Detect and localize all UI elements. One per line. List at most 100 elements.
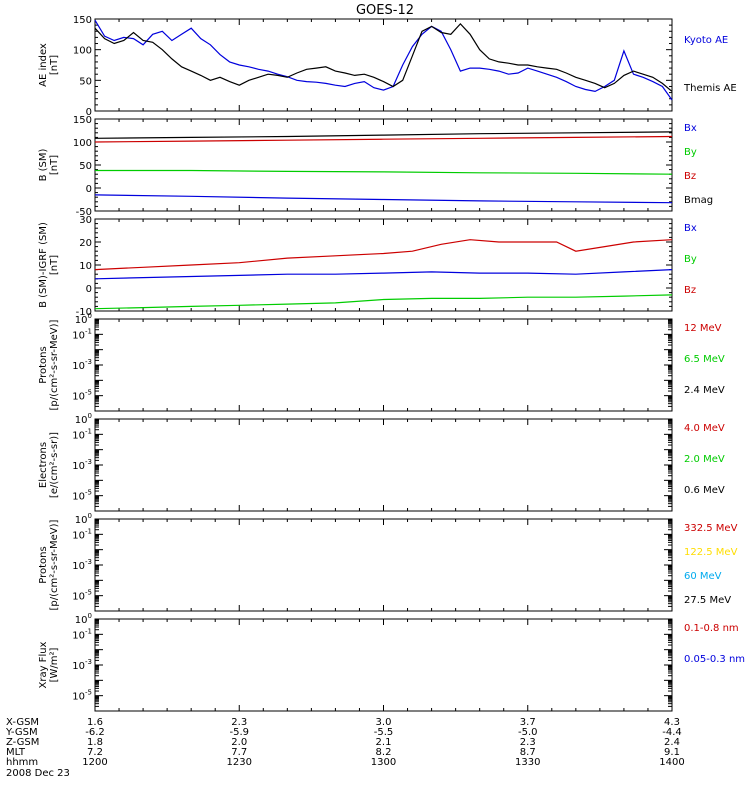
legend-themis-ae: Themis AE <box>683 83 737 94</box>
y-tick-label: 100 <box>75 512 92 526</box>
y-axis-label-line1: B (SM)-IGRF (SM) <box>38 222 49 308</box>
orbit-value: 8.7 <box>520 747 536 758</box>
plot-frame <box>94 518 673 612</box>
y-tick-label: 10-5 <box>72 589 92 603</box>
orbit-value: 7.7 <box>231 747 247 758</box>
orbit-value: 2.1 <box>376 737 392 748</box>
orbit-value: 1200 <box>82 757 107 768</box>
y-tick-label: 10-3 <box>72 358 92 372</box>
series-themis-ae <box>94 23 673 92</box>
figure-title: GOES-12 <box>356 3 414 18</box>
series-bmag <box>94 131 673 139</box>
orbit-row-label: MLT <box>6 747 26 758</box>
legend-332-5-mev: 332.5 MeV <box>684 523 738 534</box>
orbit-value: 1230 <box>227 757 252 768</box>
legend-bx: Bx <box>684 123 697 134</box>
y-tick-exponent: -1 <box>85 627 92 635</box>
y-axis-label-line2: [nT] <box>49 255 60 275</box>
y-tick-exponent: 0 <box>88 512 92 520</box>
orbit-value: 2.3 <box>520 737 536 748</box>
y-axis-label: Electrons[e/(cm²-s-sr)] <box>38 432 60 498</box>
series-bx <box>94 269 673 280</box>
legend-bx: Bx <box>684 223 697 234</box>
y-tick-exponent: -3 <box>85 658 92 666</box>
y-axis-label-line1: Electrons <box>38 442 49 488</box>
y-tick-label: 100 <box>75 612 92 626</box>
y-axis-label: Xray Flux[W/m²] <box>38 641 60 688</box>
y-axis-label-line2: [W/m²] <box>49 647 60 682</box>
y-axis-label: AE index[nT] <box>38 43 60 87</box>
orbit-value: 9.1 <box>664 747 680 758</box>
date-label: 2008 Dec 23 <box>6 768 70 779</box>
legend-6-5-mev: 6.5 MeV <box>684 354 725 365</box>
y-tick-label: 10-3 <box>72 458 92 472</box>
y-tick-label: 0 <box>86 107 92 118</box>
panel-1: 0 50 100 150 AE index[nT] Kyoto AE Themis AE <box>38 15 737 118</box>
y-tick-label: 100 <box>75 312 92 326</box>
y-axis-label: B (SM)[nT] <box>38 148 60 181</box>
y-tick-label: 100 <box>73 138 92 149</box>
plot-frame <box>94 618 673 712</box>
orbit-value: 1.6 <box>87 717 103 728</box>
y-tick-label: 30 <box>79 215 92 226</box>
orbit-value: -5.0 <box>518 727 538 738</box>
legend-60-mev: 60 MeV <box>684 571 722 582</box>
y-tick-label: 50 <box>79 76 92 87</box>
y-tick-exponent: -5 <box>85 389 92 397</box>
series-bz <box>94 135 673 143</box>
y-tick-label: 100 <box>73 46 92 57</box>
y-tick-exponent: -3 <box>85 558 92 566</box>
series-by <box>94 294 673 310</box>
orbit-value: 1300 <box>371 757 396 768</box>
legend-0-1-0-8-nm: 0.1-0.8 nm <box>684 623 739 634</box>
legend-0-05-0-3-nm: 0.05-0.3 nm <box>684 654 745 665</box>
orbit-value: 8.2 <box>376 747 392 758</box>
y-axis-label-line2: [nT] <box>49 155 60 175</box>
orbit-value: 2.3 <box>231 717 247 728</box>
panel-2: -50 0 50 100 150 B (SM)[nT] Bx By Bz Bmag <box>38 115 713 218</box>
y-axis-label-line1: Xray Flux <box>38 641 49 688</box>
series-bz <box>94 239 673 271</box>
y-tick-exponent: -5 <box>85 689 92 697</box>
orbit-row-label: Z-GSM <box>6 737 39 748</box>
y-tick-exponent: -3 <box>85 458 92 466</box>
orbit-value: 1400 <box>659 757 684 768</box>
plot-frame <box>94 318 673 412</box>
y-axis-label: B (SM)-IGRF (SM)[nT] <box>38 222 60 308</box>
orbit-value: 3.0 <box>376 717 392 728</box>
orbit-row-label: hhmm <box>6 757 38 768</box>
y-tick-exponent: 0 <box>88 612 92 620</box>
orbit-value: 7.2 <box>87 747 103 758</box>
orbit-value: 2.0 <box>231 737 247 748</box>
legend-27-5-mev: 27.5 MeV <box>684 595 731 606</box>
y-axis-label: Protons[p/(cm²-s-sr-MeV)] <box>38 319 60 410</box>
legend-by: By <box>684 254 697 265</box>
legend-0-6-mev: 0.6 MeV <box>684 485 725 496</box>
orbit-value: -5.5 <box>374 727 394 738</box>
legend-bmag: Bmag <box>684 195 713 206</box>
orbit-value: 2.4 <box>664 737 680 748</box>
y-tick-exponent: -1 <box>85 327 92 335</box>
orbit-row-label: Y-GSM <box>5 727 38 738</box>
y-tick-label: 10-1 <box>72 527 92 541</box>
y-axis-label-line2: [nT] <box>49 55 60 75</box>
legend-4-0-mev: 4.0 MeV <box>684 423 725 434</box>
y-axis-label-line1: B (SM) <box>38 148 49 181</box>
legend-2-4-mev: 2.4 MeV <box>684 385 725 396</box>
y-tick-label: 10-1 <box>72 627 92 641</box>
y-axis-label-line2: [e/(cm²-s-sr)] <box>49 432 60 498</box>
y-tick-exponent: -1 <box>85 427 92 435</box>
y-tick-label: 100 <box>75 412 92 426</box>
y-tick-label: 10-3 <box>72 658 92 672</box>
y-tick-exponent: 0 <box>88 312 92 320</box>
y-tick-label: 150 <box>73 15 92 26</box>
y-tick-exponent: -1 <box>85 527 92 535</box>
orbit-value: -4.4 <box>662 727 682 738</box>
legend-kyoto-ae: Kyoto AE <box>684 35 728 46</box>
legend-122-5-mev: 122.5 MeV <box>684 547 738 558</box>
